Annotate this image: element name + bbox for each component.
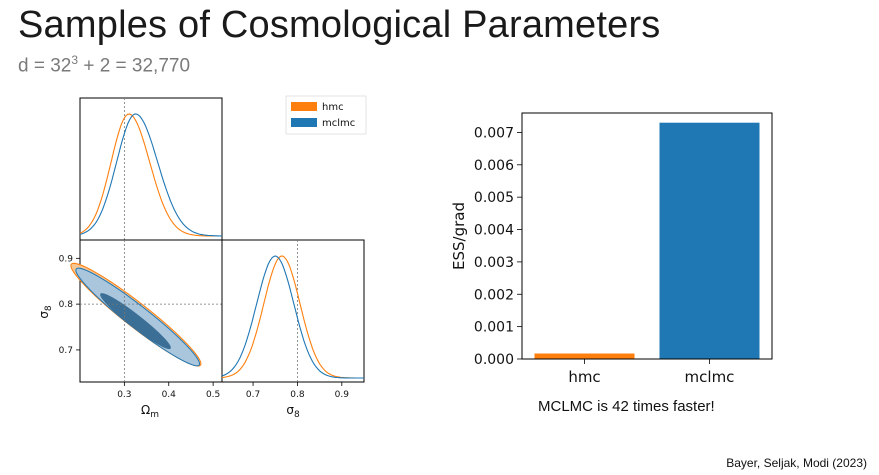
bar-chart-frame [521,112,773,360]
sigma-8-x-tick-label-0.8: 0.8 [290,390,305,400]
sigma-8-marginal-panel: 0.7 0.8 0.9 σ8 [221,239,365,420]
sigma-8-x-tick-label-0.9: 0.9 [335,390,350,400]
bar-y-tick-label-0.003: 0.003 [474,255,514,271]
subtitle-prefix: d = 32 [18,55,72,77]
bar-hmc [534,353,635,359]
slide-title: Samples of Cosmological Parameters [18,4,661,46]
legend-swatch-hmc [291,102,317,111]
sigma-8-y-tick-label-0.7: 0.7 [59,346,73,356]
y-axis-label-sigma-8: σ8 [37,305,54,319]
panel-frame-omega-m-marginal [79,97,223,241]
joint-contour-mclmc-inner [100,293,171,350]
bar-y-tick-label-0.004: 0.004 [474,223,514,239]
sigma-8-y-tick-label-0.8: 0.8 [59,300,74,310]
omega-m-x-tick-label-0.5: 0.5 [206,390,220,400]
panel-frame-sigma-8-marginal [221,239,365,383]
omega-m-marginal-panel [79,97,223,241]
joint-contours [70,262,202,367]
bar-y-tick-label-0.002: 0.002 [474,287,514,303]
bar-y-tick-label-0.005: 0.005 [474,190,514,206]
sigma-8-x-tick-label-0.7: 0.7 [246,390,260,400]
bar-x-tick-label-mclmc: mclmc [685,368,735,386]
bar-chart-ylabel: ESS/grad [450,202,468,270]
legend: hmc mclmc [285,95,367,135]
omega-m-x-tick-label-0.3: 0.3 [117,390,131,400]
bar-x-tick-label-hmc: hmc [568,368,600,386]
legend-label-mclmc: mclmc [322,118,355,129]
marginal-curve-sigma-8-hmc [221,255,364,379]
joint-panel: 0.3 0.4 0.5 0.7 0.8 0.9 Ωm σ8 [37,239,223,420]
marginal-curve-omega-m-mclmc [79,113,222,237]
bar-y-tick-label-0.001: 0.001 [474,320,514,336]
citation: Bayer, Seljak, Modi (2023) [726,456,867,470]
chart-caption: MCLMC is 42 times faster! [538,398,715,415]
legend-swatch-mclmc [291,118,317,127]
bar-mclmc [659,122,760,359]
bar-y-tick-label-0.007: 0.007 [474,125,514,141]
legend-label-hmc: hmc [322,102,344,113]
omega-m-x-tick-label-0.4: 0.4 [162,390,177,400]
x-axis-label-sigma-8: σ8 [286,403,300,420]
marginal-curve-sigma-8-mclmc [221,255,364,379]
slide-subtitle: d = 323 + 2 = 32,770 [18,53,190,77]
marginal-curve-omega-m-hmc [79,113,222,237]
subtitle-suffix: + 2 = 32,770 [78,55,191,77]
sigma-8-y-tick-label-0.9: 0.9 [59,254,74,264]
bar-y-tick-label-0.006: 0.006 [474,158,514,174]
corner-plot: hmc mclmc 0.3 0.4 0.5 0.70.80.9 Ωm σ8 0.7 0… [37,95,367,420]
subtitle-exponent: 3 [71,53,79,67]
bar-y-tick-label-0.000: 0.000 [474,352,514,368]
x-axis-label-omega-m: Ωm [141,403,159,420]
